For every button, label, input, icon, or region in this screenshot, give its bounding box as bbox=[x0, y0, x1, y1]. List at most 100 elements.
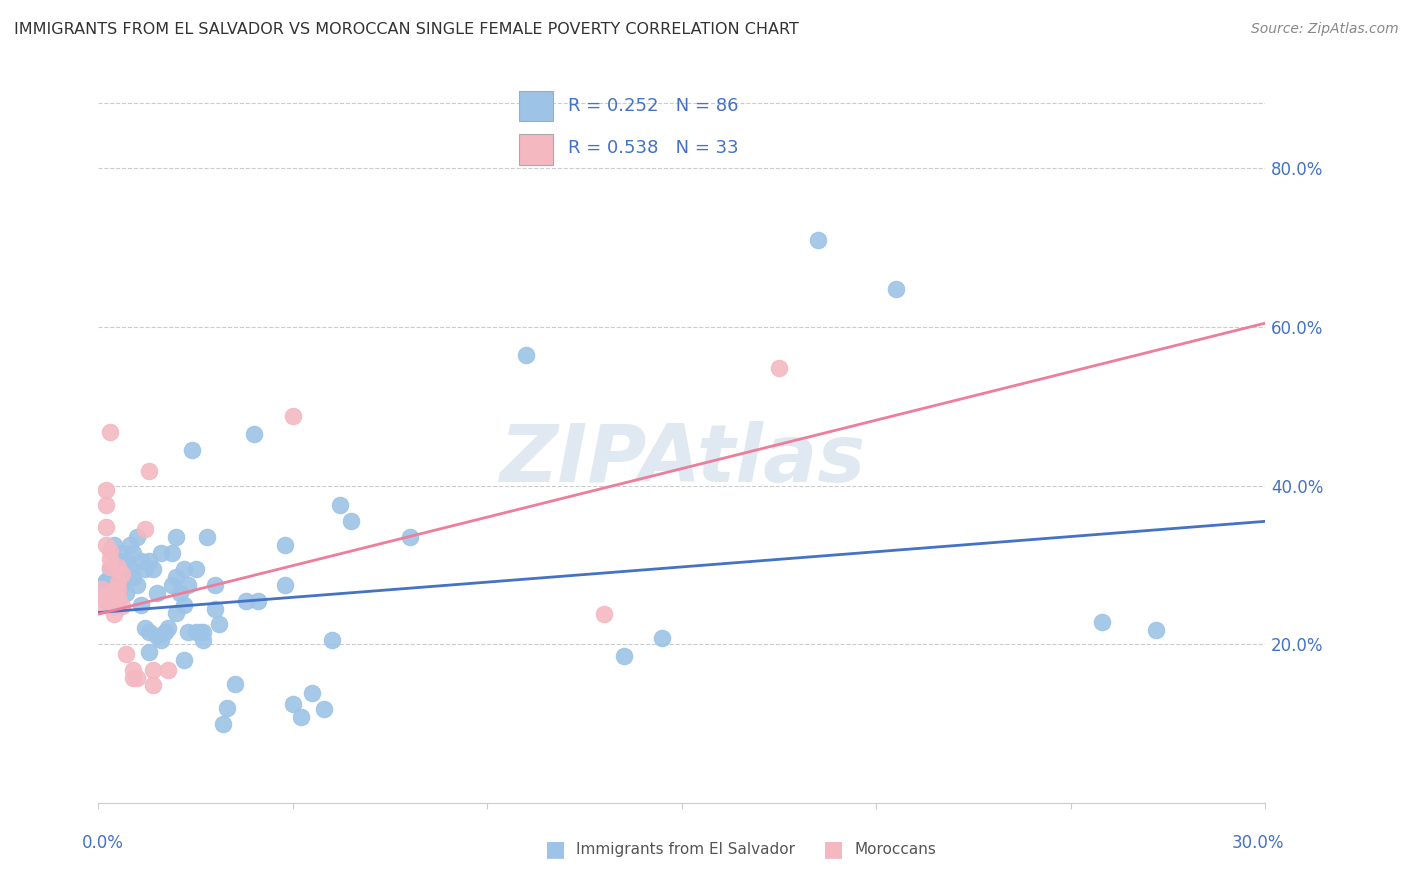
Point bbox=[212, 716, 235, 731]
Point bbox=[173, 562, 195, 576]
Point bbox=[96, 574, 118, 588]
Point bbox=[1091, 615, 1114, 629]
Point bbox=[274, 538, 297, 552]
Point bbox=[165, 530, 187, 544]
Point bbox=[127, 671, 149, 685]
Point bbox=[122, 570, 145, 584]
Point bbox=[122, 663, 145, 677]
Point bbox=[184, 625, 207, 640]
Point bbox=[96, 593, 118, 607]
Point bbox=[91, 578, 114, 592]
Point bbox=[134, 562, 156, 576]
Point bbox=[157, 663, 180, 677]
Point bbox=[188, 625, 211, 640]
Point bbox=[122, 546, 145, 560]
Point bbox=[134, 522, 156, 536]
Point bbox=[127, 578, 149, 592]
Point bbox=[290, 710, 312, 724]
Point bbox=[235, 593, 257, 607]
Point bbox=[149, 546, 172, 560]
Point bbox=[246, 593, 269, 607]
Point bbox=[111, 578, 134, 592]
Point bbox=[169, 585, 191, 599]
Point bbox=[127, 530, 149, 544]
Point bbox=[91, 590, 114, 604]
Point bbox=[96, 499, 118, 513]
Point bbox=[98, 551, 121, 566]
Point bbox=[193, 633, 215, 648]
Point bbox=[122, 671, 145, 685]
Point bbox=[613, 649, 636, 664]
Point bbox=[173, 653, 195, 667]
Text: R = 0.538   N = 33: R = 0.538 N = 33 bbox=[568, 139, 738, 157]
Point bbox=[114, 554, 136, 568]
Point bbox=[329, 499, 352, 513]
Point bbox=[114, 647, 136, 661]
Point bbox=[177, 578, 200, 592]
Point bbox=[149, 633, 172, 648]
Point bbox=[301, 686, 323, 700]
Point bbox=[103, 578, 125, 592]
Point bbox=[165, 606, 187, 620]
Point bbox=[96, 582, 118, 596]
Point bbox=[651, 631, 673, 645]
Text: Moroccans: Moroccans bbox=[855, 842, 936, 856]
Point bbox=[281, 409, 304, 423]
Point bbox=[118, 562, 141, 576]
Point bbox=[98, 590, 121, 604]
Point bbox=[91, 585, 114, 599]
Point bbox=[98, 425, 121, 439]
Point bbox=[398, 530, 420, 544]
Point bbox=[321, 633, 343, 648]
Point bbox=[142, 663, 165, 677]
Text: 0.0%: 0.0% bbox=[82, 834, 124, 852]
Point bbox=[96, 538, 118, 552]
Point bbox=[91, 582, 114, 596]
Point bbox=[129, 598, 152, 612]
Point bbox=[184, 562, 207, 576]
Point bbox=[107, 578, 129, 592]
Point bbox=[515, 348, 537, 362]
Point bbox=[111, 599, 134, 614]
Point bbox=[177, 625, 200, 640]
Point bbox=[243, 427, 266, 442]
Text: Source: ZipAtlas.com: Source: ZipAtlas.com bbox=[1251, 22, 1399, 37]
Point bbox=[107, 585, 129, 599]
Point bbox=[146, 585, 169, 599]
FancyBboxPatch shape bbox=[519, 134, 553, 164]
Point bbox=[114, 585, 136, 599]
Point bbox=[103, 599, 125, 614]
Point bbox=[107, 593, 129, 607]
Point bbox=[593, 607, 616, 621]
Point bbox=[195, 530, 218, 544]
Point bbox=[111, 562, 134, 576]
Point bbox=[138, 464, 160, 478]
Point bbox=[768, 361, 790, 376]
Text: ZIPAtlas: ZIPAtlas bbox=[499, 421, 865, 500]
Point bbox=[103, 538, 125, 552]
Point bbox=[165, 570, 187, 584]
Point bbox=[107, 591, 129, 606]
Point bbox=[884, 282, 907, 296]
Point bbox=[103, 590, 125, 604]
Point bbox=[98, 543, 121, 558]
Point bbox=[157, 621, 180, 635]
Text: Immigrants from El Salvador: Immigrants from El Salvador bbox=[576, 842, 796, 856]
Point bbox=[103, 607, 125, 621]
Point bbox=[118, 538, 141, 552]
Point bbox=[111, 546, 134, 560]
Point bbox=[107, 575, 129, 590]
Point bbox=[96, 483, 118, 497]
Point bbox=[142, 678, 165, 692]
Text: ■: ■ bbox=[546, 839, 565, 859]
Point bbox=[107, 583, 129, 598]
Text: 30.0%: 30.0% bbox=[1232, 834, 1285, 852]
Point bbox=[103, 583, 125, 598]
Point bbox=[180, 442, 202, 457]
Point bbox=[162, 546, 184, 560]
Point bbox=[129, 554, 152, 568]
Point bbox=[193, 625, 215, 640]
Point bbox=[142, 562, 165, 576]
Point bbox=[281, 697, 304, 711]
Point bbox=[103, 598, 125, 612]
